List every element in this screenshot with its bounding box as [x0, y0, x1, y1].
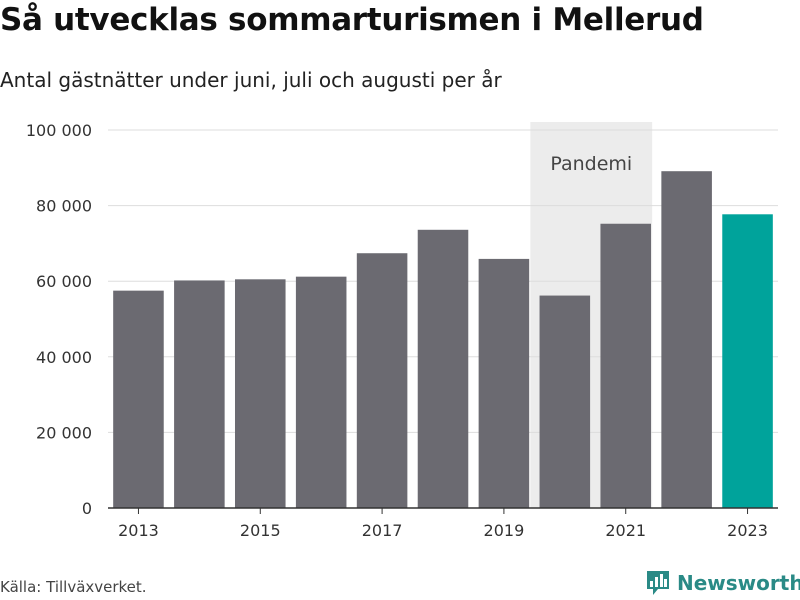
bar-2016	[295, 276, 347, 508]
brand-name: Newsworthy	[677, 571, 800, 595]
bar-2018	[417, 229, 469, 509]
bar-2019	[478, 258, 530, 508]
bar-chart-logo-icon	[647, 571, 669, 595]
x-tick-label: 2015	[240, 521, 281, 540]
bar-2015	[234, 279, 286, 508]
x-tick-label: 2023	[727, 521, 768, 540]
x-tick-label: 2013	[118, 521, 159, 540]
chart-title: Så utvecklas sommarturismen i Mellerud	[0, 2, 704, 38]
brand-logo[interactable]: Newsworthy	[645, 570, 800, 596]
x-tick-label: 2021	[605, 521, 646, 540]
bar-2021	[600, 223, 652, 508]
bar-2017	[356, 253, 408, 508]
bar-2020	[539, 295, 591, 508]
bar-2022	[661, 171, 712, 508]
y-tick-label: 0	[82, 499, 92, 518]
bar-2014	[174, 280, 225, 508]
y-axis-ticks: 0 20 000 40 000 60 000 80 000 100 000	[26, 121, 92, 518]
bar-2013	[113, 290, 164, 508]
y-tick-label: 20 000	[36, 423, 92, 442]
x-tick-label: 2019	[484, 521, 525, 540]
y-tick-label: 80 000	[36, 197, 92, 216]
y-tick-label: 100 000	[26, 121, 92, 140]
source-note: Källa: Tillväxverket.	[0, 578, 147, 596]
y-tick-label: 60 000	[36, 272, 92, 291]
x-tick-label: 2017	[362, 521, 403, 540]
y-tick-label: 40 000	[36, 348, 92, 367]
chart-subtitle: Antal gästnätter under juni, juli och au…	[0, 68, 502, 92]
bar-2023	[722, 214, 773, 508]
x-axis-ticks: 2013 2015 2017 2019 2021 2023	[118, 508, 768, 540]
annotation-label: Pandemi	[550, 153, 632, 175]
bars	[113, 171, 773, 509]
